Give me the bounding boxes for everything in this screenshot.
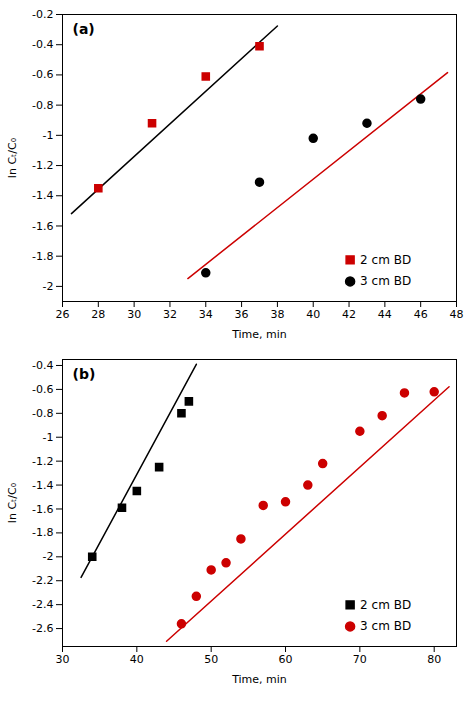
svg-text:-1.2: -1.2 <box>32 159 53 172</box>
svg-text:-0.4: -0.4 <box>32 38 53 51</box>
svg-text:ln Cₜ/C₀: ln Cₜ/C₀ <box>6 137 19 178</box>
svg-text:-0.8: -0.8 <box>32 407 53 420</box>
svg-text:26: 26 <box>56 308 70 321</box>
svg-text:-1.8: -1.8 <box>32 250 53 263</box>
svg-text:Time, min: Time, min <box>231 328 287 341</box>
svg-text:-1.6: -1.6 <box>32 502 53 515</box>
svg-text:34: 34 <box>199 308 213 321</box>
svg-text:70: 70 <box>353 653 367 666</box>
svg-text:-0.4: -0.4 <box>32 359 53 372</box>
svg-text:-2: -2 <box>43 550 54 563</box>
svg-text:3 cm BD: 3 cm BD <box>360 619 411 633</box>
svg-text:-0.6: -0.6 <box>32 383 53 396</box>
svg-text:28: 28 <box>91 308 105 321</box>
svg-text:30: 30 <box>56 653 70 666</box>
svg-text:-2.4: -2.4 <box>32 598 53 611</box>
svg-text:3 cm BD: 3 cm BD <box>360 274 411 288</box>
svg-text:32: 32 <box>163 308 177 321</box>
svg-text:38: 38 <box>270 308 284 321</box>
svg-text:80: 80 <box>427 653 441 666</box>
svg-text:-1: -1 <box>43 129 54 142</box>
svg-text:Time, min: Time, min <box>231 673 287 686</box>
svg-text:-1.6: -1.6 <box>32 219 53 232</box>
svg-text:40: 40 <box>306 308 320 321</box>
svg-text:-2.2: -2.2 <box>32 574 53 587</box>
svg-text:30: 30 <box>127 308 141 321</box>
svg-text:(a): (a) <box>73 21 95 37</box>
svg-text:42: 42 <box>342 308 356 321</box>
svg-text:36: 36 <box>235 308 249 321</box>
svg-text:ln Cₜ/C₀: ln Cₜ/C₀ <box>6 482 19 523</box>
svg-text:-1.2: -1.2 <box>32 455 53 468</box>
svg-text:60: 60 <box>279 653 293 666</box>
svg-text:-2: -2 <box>43 280 54 293</box>
svg-text:50: 50 <box>204 653 218 666</box>
svg-text:44: 44 <box>378 308 392 321</box>
svg-text:-0.2: -0.2 <box>32 8 53 21</box>
svg-text:-1: -1 <box>43 431 54 444</box>
svg-text:40: 40 <box>130 653 144 666</box>
svg-text:-1.4: -1.4 <box>32 479 53 492</box>
svg-text:-0.6: -0.6 <box>32 68 53 81</box>
svg-text:46: 46 <box>414 308 428 321</box>
svg-text:-1.8: -1.8 <box>32 526 53 539</box>
svg-text:48: 48 <box>450 308 464 321</box>
svg-text:-2.6: -2.6 <box>32 622 53 635</box>
svg-text:-1.4: -1.4 <box>32 189 53 202</box>
svg-text:(b): (b) <box>73 366 96 382</box>
svg-text:2 cm BD: 2 cm BD <box>360 253 411 267</box>
svg-text:2 cm BD: 2 cm BD <box>360 598 411 612</box>
svg-text:-0.8: -0.8 <box>32 99 53 112</box>
